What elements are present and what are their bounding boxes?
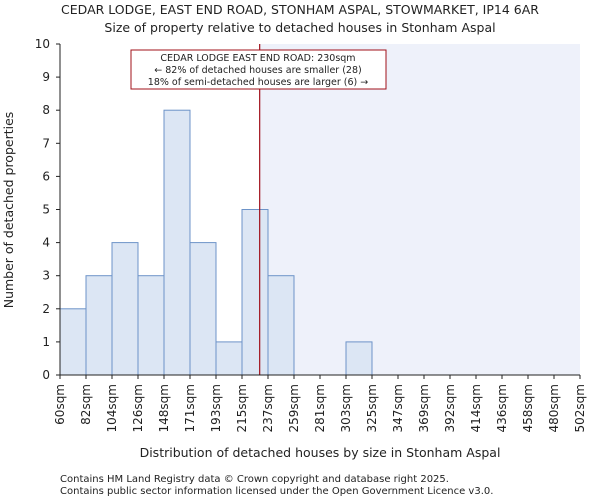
histogram-bar xyxy=(111,242,139,376)
y-tick-label: 8 xyxy=(42,103,50,117)
x-tick-label: 458sqm xyxy=(521,384,535,432)
histogram-bar xyxy=(163,109,191,376)
histogram-bar xyxy=(267,275,295,376)
footer-line-2: Contains public sector information licen… xyxy=(60,486,493,497)
annotation-line-3: 18% of semi-detached houses are larger (… xyxy=(148,77,368,88)
x-tick-label: 436sqm xyxy=(495,384,509,432)
x-tick-label: 392sqm xyxy=(443,384,457,432)
y-tick-label: 9 xyxy=(42,70,50,84)
y-tick-label: 1 xyxy=(42,335,50,349)
histogram-bar xyxy=(345,341,373,376)
chart-title: CEDAR LODGE, EAST END ROAD, STONHAM ASPA… xyxy=(61,2,539,17)
x-tick-label: 303sqm xyxy=(339,384,353,432)
x-tick-label: 259sqm xyxy=(287,384,301,432)
x-tick-label: 148sqm xyxy=(157,384,171,432)
y-tick-label: 7 xyxy=(42,136,50,150)
y-tick-label: 5 xyxy=(42,203,50,217)
x-tick-label: 281sqm xyxy=(313,384,327,432)
y-tick-label: 0 xyxy=(42,368,50,382)
x-tick-label: 347sqm xyxy=(391,384,405,432)
x-tick-label: 369sqm xyxy=(417,384,431,432)
histogram-bar xyxy=(85,275,113,376)
y-tick-label: 2 xyxy=(42,302,50,316)
larger-region-shade xyxy=(259,44,580,375)
x-tick-label: 237sqm xyxy=(261,384,275,432)
y-tick-label: 10 xyxy=(35,37,50,51)
x-axis-label: Distribution of detached houses by size … xyxy=(140,445,501,460)
y-tick-label: 3 xyxy=(42,269,50,283)
chart-subtitle: Size of property relative to detached ho… xyxy=(104,20,495,35)
footer-line-1: Contains HM Land Registry data © Crown c… xyxy=(60,474,449,485)
histogram-bar xyxy=(215,341,243,376)
x-tick-label: 82sqm xyxy=(79,384,93,425)
y-tick-label: 4 xyxy=(42,236,50,250)
x-tick-label: 325sqm xyxy=(365,384,379,432)
x-tick-label: 104sqm xyxy=(105,384,119,432)
annotation-line-2: ← 82% of detached houses are smaller (28… xyxy=(154,65,361,76)
x-tick-label: 171sqm xyxy=(183,384,197,432)
histogram-bar xyxy=(137,275,165,376)
x-tick-label: 126sqm xyxy=(131,384,145,432)
x-tick-label: 193sqm xyxy=(209,384,223,432)
histogram-bar xyxy=(59,308,87,376)
histogram-bar xyxy=(241,209,269,376)
x-tick-label: 414sqm xyxy=(469,384,483,432)
annotation-box: CEDAR LODGE EAST END ROAD: 230sqm ← 82% … xyxy=(130,49,387,90)
y-axis-label: Number of detached properties xyxy=(1,112,16,309)
x-tick-label: 60sqm xyxy=(53,384,67,425)
y-tick-label: 6 xyxy=(42,169,50,183)
histogram-bar xyxy=(189,242,217,376)
x-tick-label: 480sqm xyxy=(547,384,561,432)
annotation-line-1: CEDAR LODGE EAST END ROAD: 230sqm xyxy=(160,53,355,64)
x-tick-label: 215sqm xyxy=(235,384,249,432)
annotation-frame xyxy=(130,49,387,90)
x-tick-label: 502sqm xyxy=(573,384,587,432)
